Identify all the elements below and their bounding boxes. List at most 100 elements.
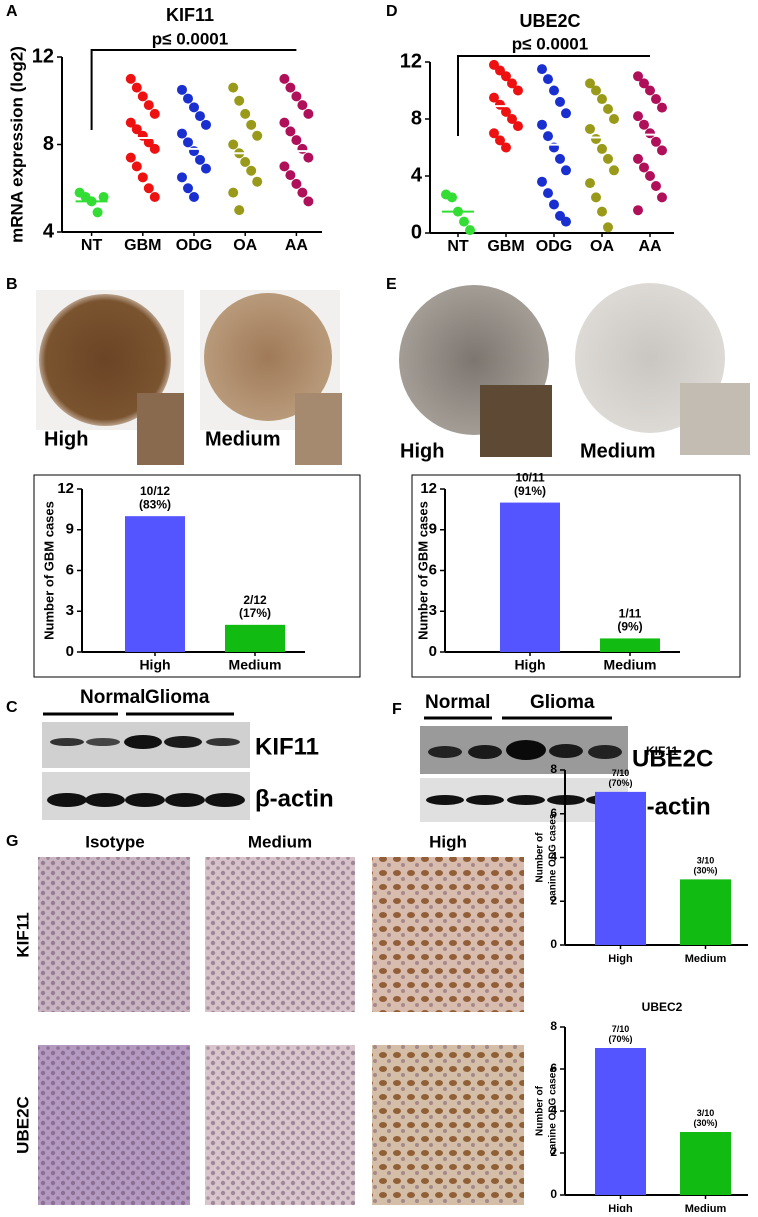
dot — [291, 178, 302, 189]
dot — [177, 128, 187, 139]
bar — [125, 516, 185, 652]
x-tick-label: OA — [590, 238, 614, 255]
value-label: 3/10 (30%) — [693, 1108, 717, 1128]
dot — [561, 108, 571, 119]
chart-title: UBE2C — [519, 11, 580, 31]
dot — [201, 119, 211, 130]
significance-bracket — [457, 55, 650, 136]
y-tick-label: 12 — [57, 480, 74, 497]
dot — [143, 183, 154, 194]
blot-group: Glioma — [530, 692, 595, 713]
dot — [285, 126, 296, 137]
dot — [98, 192, 109, 202]
chart-frame — [411, 474, 741, 678]
band — [86, 738, 120, 746]
dot — [585, 123, 595, 134]
y-tick-label: 12 — [420, 480, 437, 497]
dot — [555, 96, 565, 107]
dot — [228, 187, 239, 198]
dot — [561, 216, 571, 227]
panel-label: F — [392, 701, 402, 718]
dot — [501, 71, 511, 82]
dot — [465, 225, 475, 236]
dot — [609, 165, 619, 176]
dot — [297, 143, 308, 154]
dot — [591, 133, 601, 144]
dot — [183, 137, 193, 148]
y-tick-label: 4 — [550, 850, 557, 864]
panel-label: C — [6, 699, 18, 716]
dot — [585, 78, 595, 89]
dot — [537, 119, 547, 130]
dot — [279, 117, 290, 128]
dot — [651, 94, 661, 105]
x-tick-label: Medium — [229, 657, 282, 673]
y-axis-label: Number of GBM cases — [415, 501, 430, 640]
y-tick-label: 6 — [550, 806, 557, 820]
dot — [597, 143, 607, 154]
dot — [195, 111, 205, 122]
dot — [252, 130, 263, 141]
dot — [149, 108, 160, 119]
ihc-texture — [205, 1045, 355, 1205]
dot — [603, 153, 613, 164]
y-axis-label: canine ODG cases — [548, 1067, 559, 1155]
dot — [131, 161, 142, 172]
y-axis-label: Number of — [535, 1085, 546, 1136]
x-tick-label: OA — [233, 237, 257, 254]
dot — [609, 114, 619, 124]
dot — [633, 111, 643, 122]
dot — [639, 119, 649, 130]
blot-group: Normal — [425, 692, 490, 713]
dot — [234, 205, 245, 216]
dot — [125, 152, 136, 163]
y-tick-label: 9 — [66, 521, 74, 538]
ihc-label: Medium — [580, 440, 656, 462]
ihc-texture — [38, 1045, 190, 1205]
column-label: Isotype — [85, 832, 145, 851]
x-tick-label: Medium — [604, 657, 657, 673]
dot — [513, 121, 523, 132]
x-tick-label: NT — [447, 238, 469, 255]
x-tick-label: GBM — [124, 237, 161, 254]
y-tick-label: 4 — [43, 220, 55, 242]
value-label: 7/10 (70%) — [608, 768, 632, 788]
ihc-label: High — [400, 440, 444, 462]
x-tick-label: High — [514, 657, 545, 673]
dot — [537, 64, 547, 75]
band — [507, 795, 545, 805]
x-tick-label: High — [139, 657, 170, 673]
y-tick-label: 8 — [550, 762, 557, 776]
dot — [591, 192, 601, 203]
blot-group: Normal — [80, 687, 145, 708]
dot — [639, 78, 649, 89]
dot — [447, 192, 457, 203]
panel-label: B — [6, 276, 18, 293]
dot — [543, 188, 553, 199]
y-tick-label: 0 — [550, 1187, 557, 1201]
chart-title: KIF11 — [646, 744, 678, 758]
dot — [285, 82, 296, 93]
dot — [279, 73, 290, 84]
bar — [600, 638, 660, 652]
dot — [131, 82, 142, 93]
dot — [489, 128, 499, 139]
ihc-texture — [372, 857, 524, 1012]
dot — [291, 135, 302, 146]
dot — [149, 192, 160, 202]
dot — [92, 207, 103, 218]
dot — [513, 85, 523, 96]
y-tick-label: 6 — [66, 561, 74, 578]
bar — [225, 624, 285, 652]
band — [85, 793, 125, 807]
band — [549, 744, 583, 758]
band — [426, 795, 464, 805]
dot — [189, 146, 199, 157]
dot — [633, 71, 643, 82]
y-tick-label: 2 — [550, 1145, 557, 1159]
dot — [591, 85, 601, 96]
x-tick-label: High — [608, 1203, 633, 1212]
significance-bracket — [90, 49, 297, 130]
x-tick-label: ODG — [176, 237, 212, 254]
